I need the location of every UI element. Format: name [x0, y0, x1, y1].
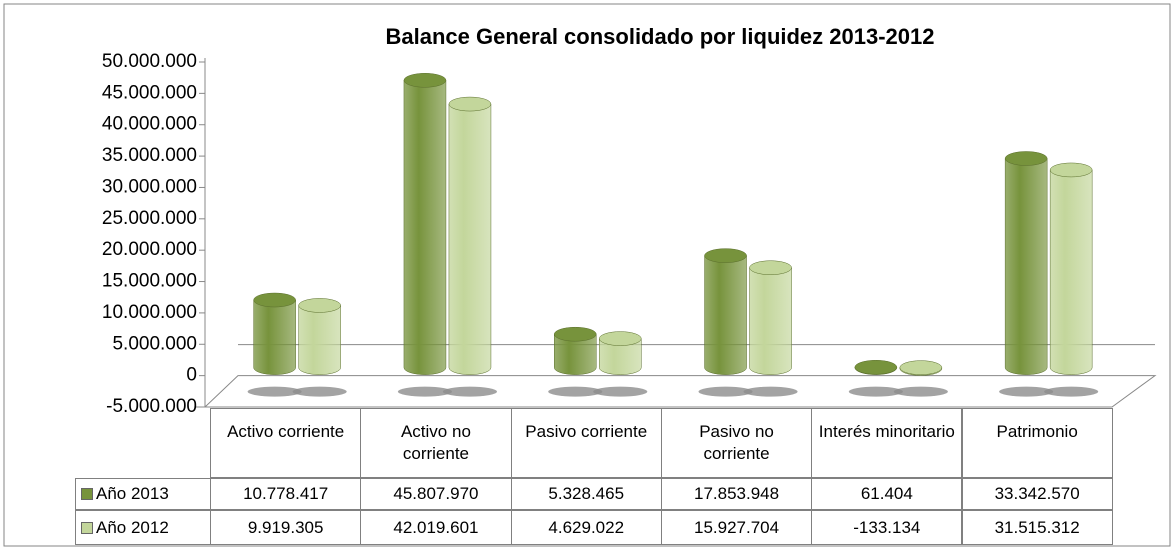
table-value: 15.927.704	[660, 510, 813, 545]
legend-label: Año 2012	[96, 517, 169, 537]
floor	[203, 375, 1157, 408]
chart-title: Balance General consolidado por liquidez…	[386, 24, 935, 49]
category-label: Activo corriente	[210, 408, 362, 478]
y-tick-label: 25.000.000	[102, 208, 197, 229]
y-tick-label: 10.000.000	[102, 302, 197, 323]
table-value: 5.328.465	[510, 478, 662, 510]
y-tick-label: 50.000.000	[102, 51, 197, 72]
table-value: 17.853.948	[660, 478, 813, 510]
table-value: 45.807.970	[360, 478, 512, 510]
bar	[848, 360, 903, 397]
bar	[999, 151, 1054, 397]
y-tick-label: 45.000.000	[102, 82, 197, 103]
legend-label: Año 2013	[96, 484, 169, 503]
y-tick-label: 15.000.000	[102, 271, 197, 292]
table-value: 31.515.312	[961, 510, 1113, 545]
category-label: Pasivo corriente	[510, 408, 662, 478]
category-label: Activo no corriente	[360, 408, 512, 478]
bar	[247, 292, 302, 397]
bar	[1044, 162, 1099, 397]
bar	[442, 96, 497, 397]
bar	[397, 73, 452, 397]
table-value: 33.342.570	[961, 478, 1113, 510]
table-value: -133.134	[811, 510, 963, 545]
bar	[893, 360, 948, 397]
legend-swatch	[81, 521, 93, 534]
category-label: Pasivo no corriente	[660, 408, 813, 478]
y-tick-label: 30.000.000	[102, 176, 197, 197]
y-tick-label: 5.000.000	[112, 333, 197, 354]
table-value: 4.629.022	[510, 510, 662, 545]
y-tick-label: -5.000.000	[106, 396, 197, 417]
legend-entry: Año 2012	[75, 510, 211, 545]
y-tick-label: 40.000.000	[102, 114, 197, 135]
legend-entry: Año 2013	[75, 478, 211, 510]
y-tick-label: 20.000.000	[102, 239, 197, 260]
category-label: Patrimonio	[961, 408, 1113, 478]
table-value: 9.919.305	[210, 510, 362, 545]
bar	[698, 248, 753, 397]
table-value: 61.404	[811, 478, 963, 510]
bar	[548, 326, 603, 397]
table-value: 10.778.417	[210, 478, 362, 510]
table-value: 42.019.601	[360, 510, 512, 545]
bar	[593, 331, 648, 397]
y-tick-label: 0	[186, 365, 197, 386]
y-tick-label: 35.000.000	[102, 145, 197, 166]
legend-swatch	[81, 488, 93, 500]
bar	[292, 298, 347, 397]
bar	[743, 260, 798, 397]
category-label: Interés minoritario	[811, 408, 963, 478]
